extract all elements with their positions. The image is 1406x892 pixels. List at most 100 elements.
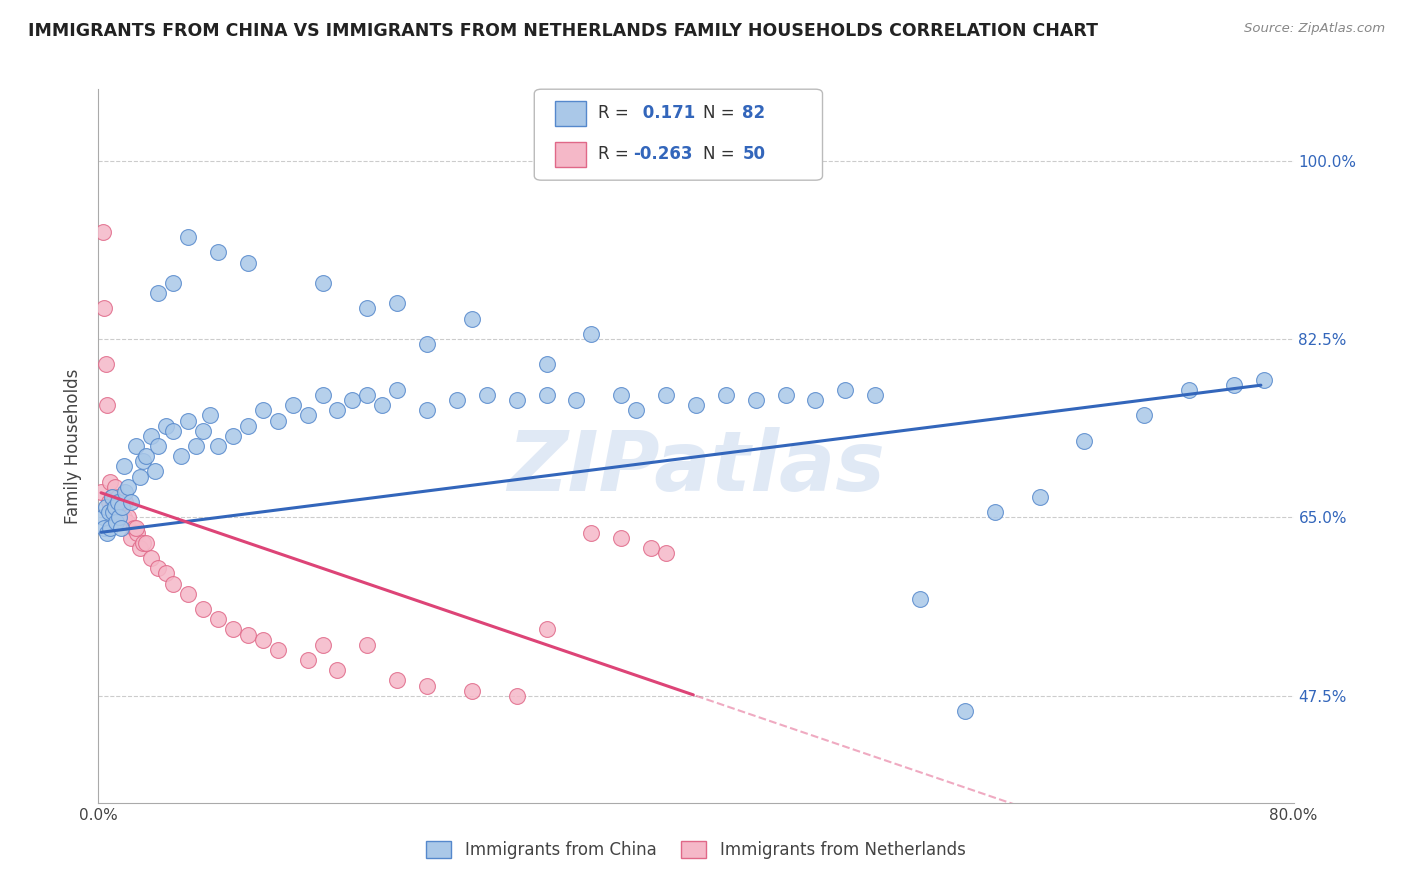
Point xyxy=(97,495,120,509)
Point xyxy=(139,429,162,443)
Point xyxy=(461,311,484,326)
Point xyxy=(356,388,378,402)
Point xyxy=(207,245,229,260)
Point xyxy=(207,439,229,453)
Point xyxy=(326,403,349,417)
Text: 0.171: 0.171 xyxy=(637,104,695,122)
Point xyxy=(565,393,588,408)
Point xyxy=(114,495,136,509)
Point xyxy=(135,536,157,550)
Point xyxy=(139,551,162,566)
Point xyxy=(191,424,214,438)
Point xyxy=(110,505,132,519)
Point xyxy=(1133,409,1156,423)
Point xyxy=(169,449,191,463)
Point xyxy=(222,429,245,443)
Point xyxy=(162,576,184,591)
Point xyxy=(132,454,155,468)
Point xyxy=(127,525,149,540)
Point xyxy=(120,531,142,545)
Point xyxy=(132,536,155,550)
Text: ZIPatlas: ZIPatlas xyxy=(508,427,884,508)
Point xyxy=(101,490,124,504)
Point xyxy=(326,663,349,677)
Point xyxy=(953,704,976,718)
Point xyxy=(129,469,152,483)
Point xyxy=(207,612,229,626)
Point xyxy=(1028,490,1050,504)
Point xyxy=(416,337,439,351)
Point xyxy=(252,403,274,417)
Point xyxy=(110,520,132,534)
Point xyxy=(114,484,136,499)
Point xyxy=(124,520,146,534)
Point xyxy=(125,439,148,453)
Point xyxy=(200,409,222,423)
Point xyxy=(155,566,177,581)
Point xyxy=(356,638,378,652)
Text: 50: 50 xyxy=(742,145,765,163)
Point xyxy=(104,480,127,494)
Legend: Immigrants from China, Immigrants from Netherlands: Immigrants from China, Immigrants from N… xyxy=(419,834,973,866)
Point xyxy=(297,409,319,423)
Point xyxy=(834,383,856,397)
Point xyxy=(297,653,319,667)
Point xyxy=(610,531,633,545)
Text: N =: N = xyxy=(703,104,734,122)
Point xyxy=(1253,373,1275,387)
Text: -0.263: -0.263 xyxy=(633,145,692,163)
Point xyxy=(108,510,131,524)
Point xyxy=(135,449,157,463)
Point xyxy=(90,484,112,499)
Point xyxy=(96,525,118,540)
Point xyxy=(908,591,931,606)
Point xyxy=(1223,377,1246,392)
Point xyxy=(461,683,484,698)
Point xyxy=(93,520,115,534)
Point xyxy=(98,520,122,534)
Point xyxy=(745,393,768,408)
Point xyxy=(117,510,139,524)
Point xyxy=(162,424,184,438)
Point xyxy=(385,383,409,397)
Point xyxy=(143,465,166,479)
Point xyxy=(281,398,304,412)
Point xyxy=(446,393,468,408)
Point xyxy=(155,418,177,433)
Point xyxy=(117,480,139,494)
Point xyxy=(385,673,409,688)
Point xyxy=(96,398,118,412)
Point xyxy=(984,505,1007,519)
Text: IMMIGRANTS FROM CHINA VS IMMIGRANTS FROM NETHERLANDS FAMILY HOUSEHOLDS CORRELATI: IMMIGRANTS FROM CHINA VS IMMIGRANTS FROM… xyxy=(28,22,1098,40)
Point xyxy=(98,475,122,489)
Point xyxy=(177,413,200,427)
Text: Source: ZipAtlas.com: Source: ZipAtlas.com xyxy=(1244,22,1385,36)
Point xyxy=(111,500,134,515)
Point xyxy=(804,393,827,408)
Point xyxy=(1178,383,1201,397)
Point xyxy=(506,393,529,408)
Text: R =: R = xyxy=(598,104,628,122)
Point xyxy=(311,638,333,652)
Point xyxy=(252,632,274,647)
Point xyxy=(107,490,129,504)
Point xyxy=(103,505,125,519)
Point xyxy=(371,398,394,412)
Point xyxy=(311,276,333,290)
Text: 82: 82 xyxy=(742,104,765,122)
Point xyxy=(191,602,214,616)
Point xyxy=(108,500,131,515)
Point xyxy=(148,439,170,453)
Y-axis label: Family Households: Family Households xyxy=(65,368,83,524)
Point xyxy=(177,230,200,244)
Point xyxy=(714,388,737,402)
Point xyxy=(107,495,129,509)
Point xyxy=(105,516,128,530)
Point xyxy=(111,500,134,515)
Point xyxy=(581,525,603,540)
Text: R =: R = xyxy=(598,145,628,163)
Point xyxy=(148,286,170,301)
Text: N =: N = xyxy=(703,145,734,163)
Point xyxy=(685,398,707,412)
Point xyxy=(356,301,378,316)
